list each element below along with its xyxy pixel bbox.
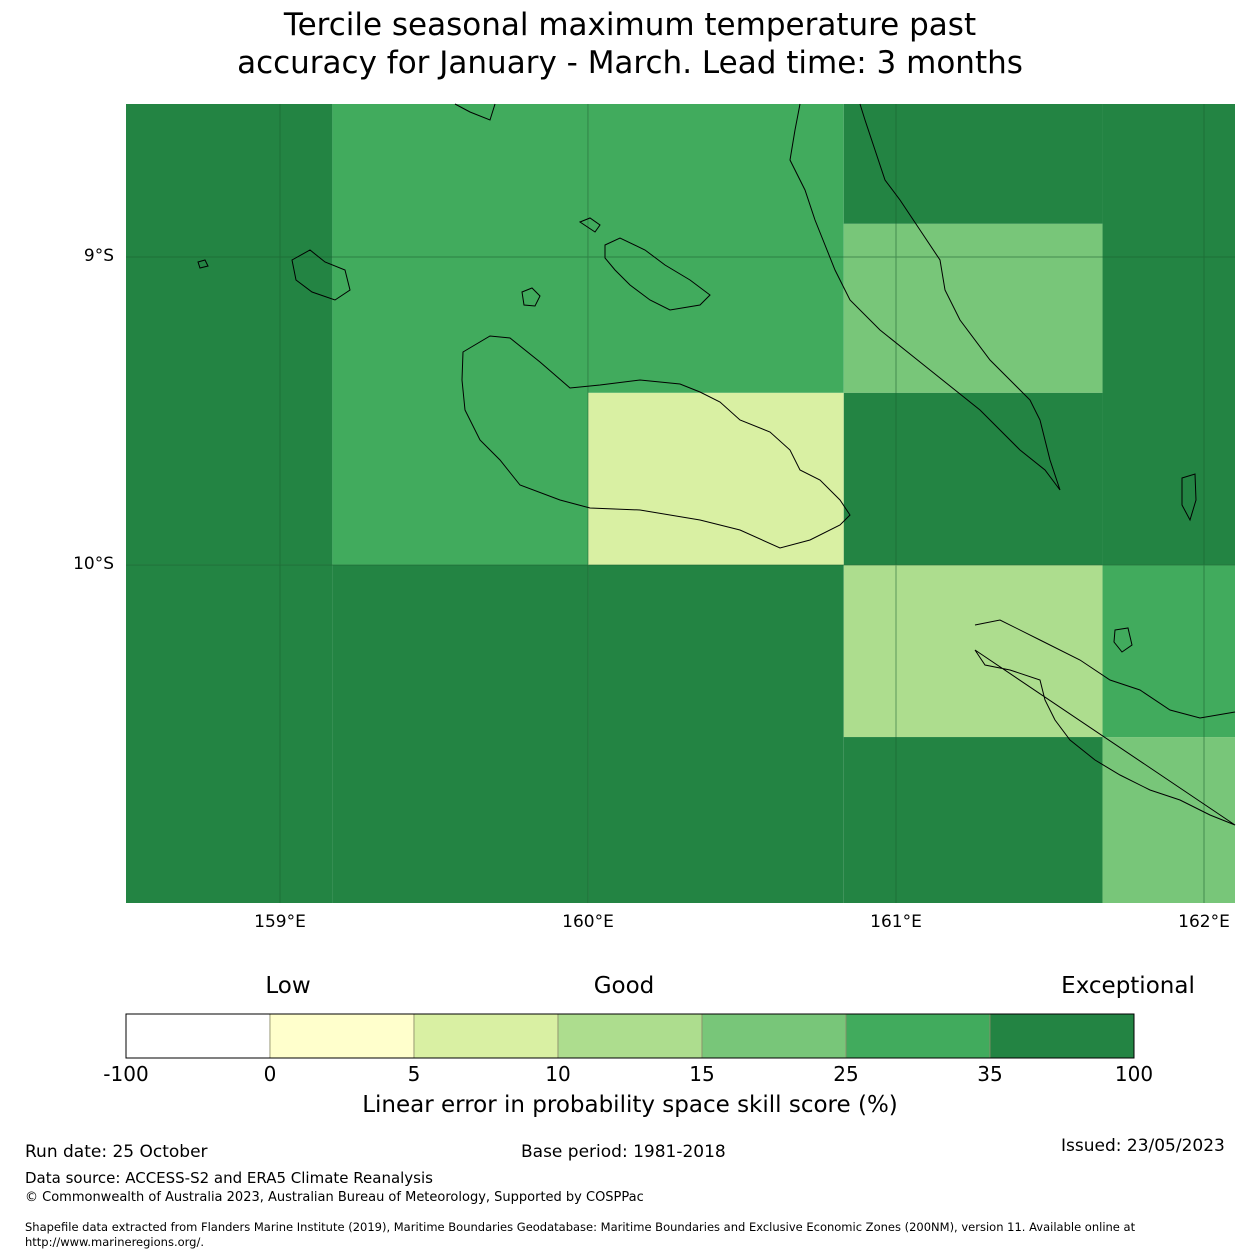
skill-cell — [843, 737, 1103, 903]
coastline-florida-islands — [604, 237, 711, 311]
skill-cell — [843, 564, 1103, 738]
category-low: Low — [265, 973, 311, 999]
lat-label-10s: 10°S — [73, 554, 114, 574]
skill-cell — [588, 104, 844, 393]
run-date: Run date: 25 October — [25, 1142, 208, 1162]
skill-cell — [332, 104, 589, 565]
coastline-north-islet — [454, 103, 496, 121]
colorbar-tick: 35 — [977, 1062, 1003, 1086]
coastline-makira — [974, 619, 1236, 826]
data-source: Data source: ACCESS-S2 and ERA5 Climate … — [25, 1169, 433, 1187]
map-title-line2: accuracy for January - March. Lead time:… — [237, 45, 1023, 81]
skill-cell — [126, 104, 333, 565]
colorbar-tick: 15 — [689, 1062, 715, 1086]
skill-cell — [588, 392, 844, 565]
coastline-islet-west — [197, 259, 209, 269]
lon-label-161e: 161°E — [870, 912, 922, 932]
coastline-guadalcanal — [461, 335, 851, 549]
lon-label-160e: 160°E — [562, 912, 614, 932]
base-period: Base period: 1981-2018 — [521, 1142, 726, 1162]
skill-cell — [843, 223, 1103, 393]
colorbar-tick: 5 — [407, 1062, 421, 1086]
colorbar-tick: 0 — [263, 1062, 277, 1086]
coastlines — [197, 103, 1236, 826]
lat-label-9s: 9°S — [83, 246, 114, 266]
map-title: Tercile seasonal maximum temperature pas… — [0, 6, 1260, 82]
skill-cell — [126, 564, 333, 903]
coastline-savo — [521, 287, 541, 307]
map-title-line1: Tercile seasonal maximum temperature pas… — [283, 7, 977, 43]
colorbar-tick: -100 — [103, 1062, 149, 1086]
shapefile-credit-line1: Shapefile data extracted from Flanders M… — [25, 1220, 1136, 1234]
skill-cell — [843, 104, 1103, 224]
skill-cell — [1102, 737, 1235, 903]
issued-date: Issued: 23/05/2023 — [1061, 1136, 1225, 1156]
colorbar-tick: 25 — [833, 1062, 859, 1086]
skill-cell — [588, 564, 844, 903]
skill-cell — [332, 564, 589, 903]
colorbar-tick: 10 — [545, 1062, 571, 1086]
shapefile-credit-line2: http://www.marineregions.org/. — [25, 1235, 204, 1249]
lon-label-162e: 162°E — [1178, 912, 1230, 932]
colorbar-title: Linear error in probability space skill … — [362, 1092, 898, 1118]
category-exceptional: Exceptional — [1061, 973, 1195, 999]
skill-cell — [1102, 104, 1235, 565]
lon-label-159e: 159°E — [254, 912, 306, 932]
coastline-russell-islands — [291, 249, 351, 301]
coastline-ulawa — [1113, 627, 1133, 653]
category-good: Good — [593, 973, 655, 999]
graticule — [126, 104, 1235, 903]
skill-cell — [1102, 564, 1235, 738]
coastline-nggela-small — [578, 217, 601, 233]
skill-cell — [843, 392, 1103, 565]
coastline-malaita — [789, 103, 1061, 491]
coastline-small-malaita — [1181, 473, 1197, 522]
skill-grid — [126, 104, 1235, 903]
colorbar-tick: 100 — [1114, 1062, 1154, 1086]
copyright: © Commonwealth of Australia 2023, Austra… — [25, 1190, 644, 1205]
